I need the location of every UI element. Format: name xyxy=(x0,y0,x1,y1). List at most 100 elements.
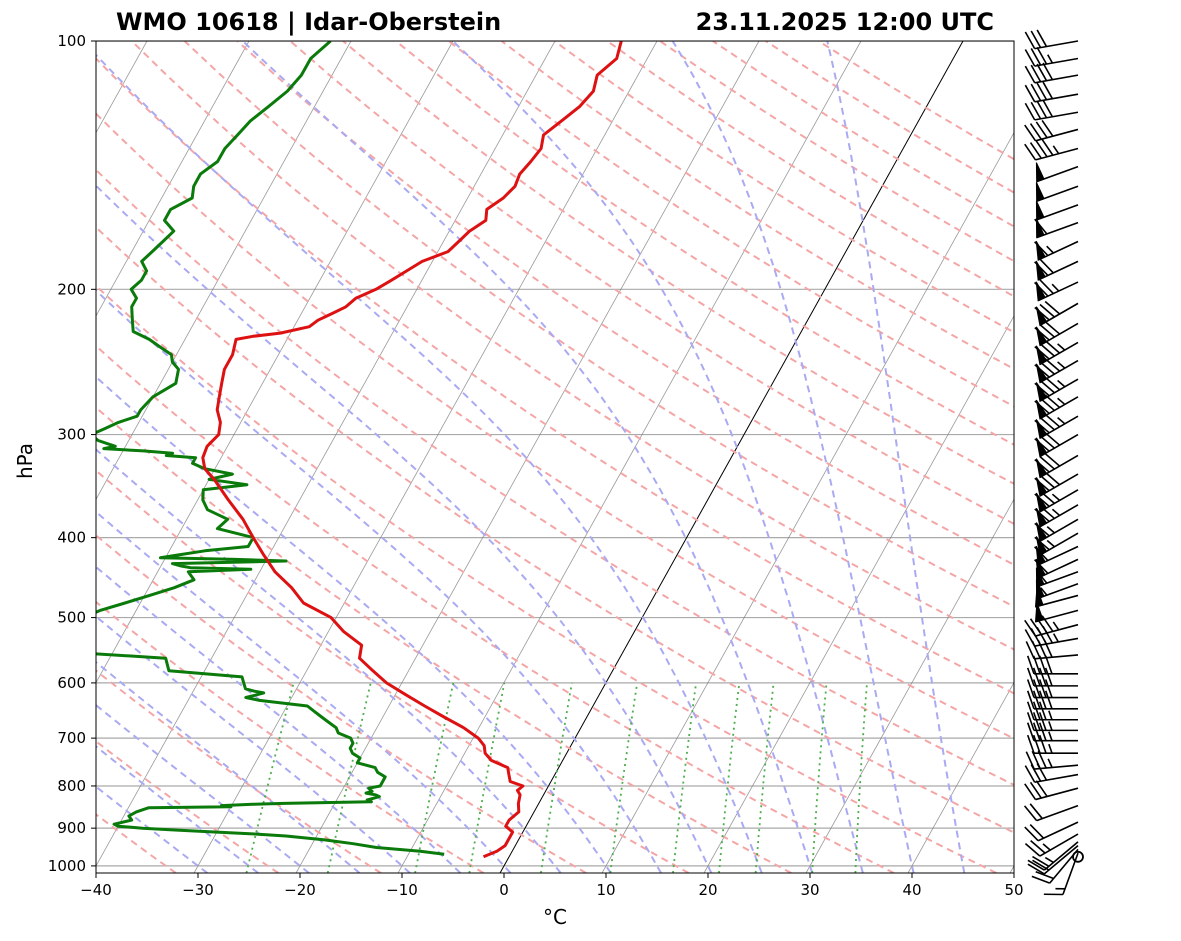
dry-adiabat-line xyxy=(96,740,279,873)
wind-barb xyxy=(1024,47,1079,67)
wind-barb-calm xyxy=(1072,850,1084,863)
x-axis-label: °C xyxy=(543,905,567,929)
wind-barb xyxy=(1024,833,1079,857)
y-tick-label: 800 xyxy=(57,777,86,795)
isotherm-line xyxy=(96,41,454,684)
wind-barb xyxy=(1026,679,1078,699)
zero-isotherm-line xyxy=(499,41,964,873)
sounding-profiles xyxy=(96,41,623,859)
x-tick-label: 50 xyxy=(1004,881,1023,899)
moist-adiabat-line xyxy=(452,41,864,873)
wind-barb xyxy=(1024,62,1079,84)
wind-barb xyxy=(1024,139,1079,161)
dry-adiabat-line xyxy=(96,534,587,873)
wind-barb xyxy=(1034,258,1079,281)
dry-adiabat-line xyxy=(96,112,1014,740)
axes: −40 −30 −20 −10 0 10 20 30 40 50 1000 900 800 700 600 5… xyxy=(48,32,1024,899)
wind-barb xyxy=(1035,182,1079,203)
wind-barb xyxy=(1034,300,1079,327)
wind-barb xyxy=(1024,81,1079,103)
dry-adiabat-line xyxy=(342,41,1014,485)
mixing-ratio-line xyxy=(414,682,455,873)
wind-barb xyxy=(1024,780,1079,801)
wind-barb xyxy=(1034,413,1079,439)
dry-adiabat-line xyxy=(96,344,895,873)
mixing-ratio-line xyxy=(811,682,828,873)
wind-barb xyxy=(1034,240,1079,261)
wind-barb xyxy=(1043,852,1079,896)
y-tick-label: 300 xyxy=(57,426,86,444)
plot-frame xyxy=(95,40,1015,874)
chart-title-time: 23.11.2025 12:00 UTC xyxy=(696,8,994,36)
wind-barb xyxy=(1034,518,1079,543)
isotherm-line xyxy=(96,41,352,501)
moist-adiabat-line xyxy=(96,565,462,873)
isotherm-line xyxy=(295,41,760,873)
wind-barb xyxy=(1023,803,1079,822)
mixing-ratio-line xyxy=(754,682,775,873)
dry-adiabat-line xyxy=(96,57,1014,695)
wind-barb xyxy=(1034,376,1079,402)
wind-barb xyxy=(1026,701,1078,721)
x-tick-label: 10 xyxy=(596,881,615,899)
moist-adiabat-line xyxy=(826,41,966,873)
isotherm-line xyxy=(601,131,1014,873)
mixing-ratio-line xyxy=(540,682,573,873)
wind-barb xyxy=(1027,841,1079,871)
wind-barb xyxy=(1026,722,1078,742)
x-tick-label: 30 xyxy=(800,881,819,899)
isotherm-line xyxy=(907,681,1014,873)
wind-barb xyxy=(1034,394,1079,420)
chart-title-station: WMO 10618 | Idar-Oberstein xyxy=(116,8,501,36)
moist-adiabat-line xyxy=(242,41,814,873)
dry-adiabat-line xyxy=(289,41,1014,525)
wind-barb xyxy=(1034,471,1079,497)
moist-adiabat-line xyxy=(96,289,662,873)
y-tick-label: 700 xyxy=(57,729,86,747)
mixing-ratio-line xyxy=(672,682,697,873)
wind-barb xyxy=(1034,432,1079,458)
y-tick-label: 100 xyxy=(57,32,86,50)
dry-adiabat-line xyxy=(96,600,485,873)
wind-barb xyxy=(1034,453,1079,479)
y-axis-label: hPa xyxy=(13,443,37,479)
wind-barb xyxy=(1026,712,1078,732)
isotherm-line xyxy=(703,315,1014,873)
dry-adiabat-line xyxy=(96,469,690,873)
wind-barb xyxy=(1034,532,1079,556)
dry-adiabat-line xyxy=(183,41,1014,608)
wind-barb xyxy=(1034,321,1079,347)
wind-barb xyxy=(1024,821,1079,842)
wind-barb xyxy=(1031,848,1079,884)
dry-adiabat-line xyxy=(96,168,1014,787)
wind-barbs xyxy=(1023,29,1084,896)
mixing-ratio-line xyxy=(245,682,295,873)
wind-barb xyxy=(1035,579,1079,600)
wind-barb xyxy=(1034,340,1079,366)
mixing-ratio-line xyxy=(326,682,372,873)
isotherm-line xyxy=(96,41,556,867)
x-tick-label: 0 xyxy=(499,881,509,899)
wind-barb xyxy=(1024,99,1079,121)
wind-barb xyxy=(1026,667,1078,687)
isotherm-line xyxy=(805,498,1014,873)
dry-adiabat-line xyxy=(96,225,1014,834)
moist-adiabat-line xyxy=(96,448,562,873)
mixing-ratio-line xyxy=(468,682,506,873)
x-tick-label: 40 xyxy=(902,881,921,899)
wind-barb xyxy=(1024,119,1079,142)
wind-barb xyxy=(1034,358,1079,384)
wind-barb xyxy=(1035,200,1079,221)
moist-adiabat-line xyxy=(96,184,713,873)
wind-barb xyxy=(1035,162,1079,183)
moist-adiabat-line xyxy=(96,53,763,873)
moist-adiabat-line xyxy=(671,41,915,873)
y-tick-label: 200 xyxy=(57,280,86,298)
mixing-ratio-line xyxy=(854,682,868,873)
wind-barb xyxy=(1034,558,1079,579)
wind-barb xyxy=(1034,218,1079,239)
temperature-profile xyxy=(201,41,623,859)
wind-barb xyxy=(1034,279,1079,302)
x-tick-label: −20 xyxy=(284,881,316,899)
